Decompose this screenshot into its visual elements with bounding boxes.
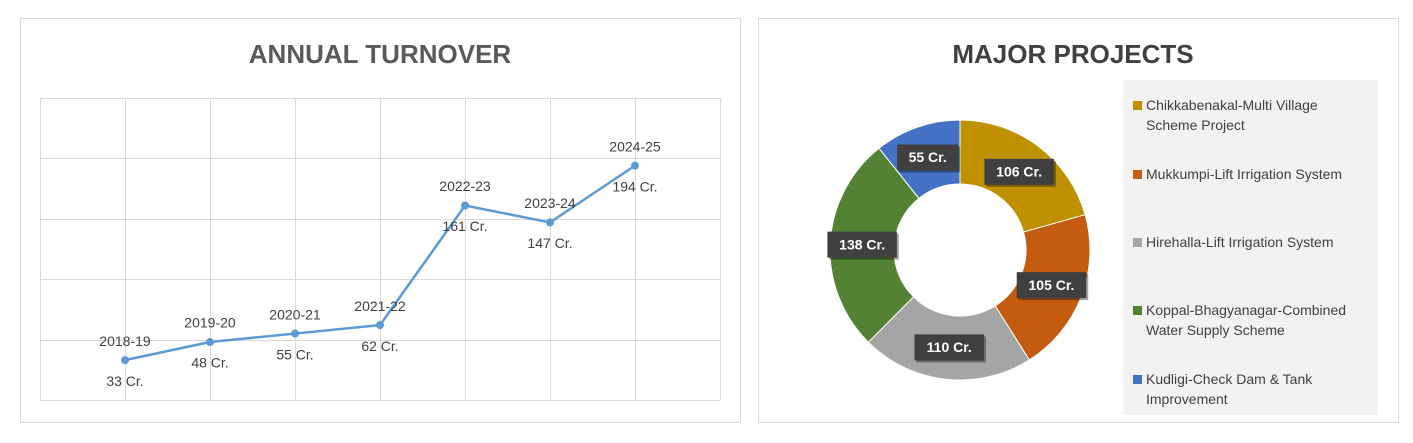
value-label: 147 Cr.	[527, 235, 572, 251]
value-label: 48 Cr.	[191, 355, 228, 371]
legend-swatch	[1133, 101, 1142, 110]
point	[206, 338, 214, 347]
value-label: 138 Cr.	[839, 236, 885, 252]
point	[546, 218, 554, 227]
point	[291, 329, 299, 338]
value-label: 161 Cr.	[442, 218, 487, 234]
category-label: 2021-22	[354, 298, 406, 314]
point	[121, 356, 129, 365]
value-label: 33 Cr.	[106, 373, 143, 389]
label-box	[897, 144, 959, 171]
legend: Chikkabenakal-Multi Village Scheme Proje…	[1123, 80, 1378, 415]
category-label: 2018-19	[99, 333, 151, 349]
value-label: 55 Cr.	[276, 346, 313, 362]
legend-label: Mukkumpi-Lift Irrigation System	[1146, 166, 1343, 182]
value-label: 55 Cr.	[909, 149, 947, 165]
legend-swatch	[1133, 306, 1142, 315]
chart-title: ANNUAL TURNOVER	[249, 39, 512, 69]
category-label: 2023-24	[524, 195, 576, 211]
chart-title: MAJOR PROJECTS	[952, 39, 1193, 69]
category-label: 2024-25	[609, 138, 661, 154]
label-box	[984, 158, 1054, 185]
category-label: 2020-21	[269, 306, 321, 322]
value-label: 110 Cr.	[927, 339, 972, 355]
point	[376, 321, 384, 330]
value-label: 62 Cr.	[361, 338, 398, 354]
legend-label: Kudligi-Check Dam & Tank Improvement	[1146, 371, 1313, 407]
label-box	[1016, 272, 1087, 299]
value-label: 106 Cr.	[996, 164, 1042, 180]
category-label: 2022-23	[439, 178, 491, 194]
legend-label: Chikkabenakal-Multi Village Scheme Proje…	[1146, 97, 1318, 133]
point	[631, 161, 639, 170]
label-box	[827, 231, 897, 258]
label-box	[914, 334, 984, 361]
legend-label: Hirehalla-Lift Irrigation System	[1146, 234, 1334, 250]
point	[461, 201, 469, 210]
value-label: 105 Cr.	[1029, 277, 1075, 293]
value-label: 194 Cr.	[612, 178, 657, 194]
category-label: 2019-20	[184, 315, 236, 331]
legend-label: Koppal-Bhagyanagar-Combined Water Supply…	[1146, 302, 1347, 338]
legend-swatch	[1133, 170, 1142, 179]
legend-swatch	[1133, 238, 1142, 247]
legend-swatch	[1133, 375, 1142, 384]
